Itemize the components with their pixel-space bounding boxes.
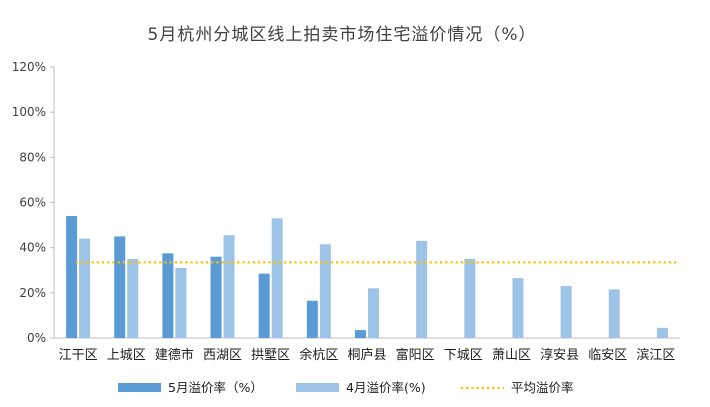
bar-april (608, 289, 620, 338)
bars (66, 216, 668, 338)
y-tick-label: 60% (19, 196, 46, 210)
category-label: 桐庐县 (347, 348, 386, 363)
bar-may (306, 300, 318, 338)
bar-april (223, 235, 235, 338)
legend: 5月溢价率（%） 4月溢价率(%) 平均溢价率 (118, 380, 574, 395)
category-label: 富阳区 (396, 347, 435, 363)
bar-may (210, 256, 222, 338)
bar-april (127, 258, 139, 338)
bar-april (368, 288, 379, 338)
y-tick-label: 100% (12, 105, 46, 119)
y-tick-label: 80% (19, 150, 46, 164)
legend-label-may: 5月溢价率（%） (168, 380, 263, 395)
bar-april (416, 240, 428, 338)
y-tick-label: 20% (19, 286, 46, 300)
chart-title: 5月杭州分城区线上拍卖市场住宅溢价情况（%） (148, 25, 537, 45)
bar-april (512, 278, 524, 338)
category-label: 江干区 (59, 348, 98, 363)
legend-label-april: 4月溢价率(%) (346, 380, 426, 395)
category-label: 西湖区 (203, 348, 242, 363)
category-label: 建德市 (155, 347, 194, 363)
axes: 0% 20% 40% 60% 80% 100% 120% (12, 60, 680, 345)
y-tick-label: 0% (27, 331, 46, 345)
category-label: 滨江区 (636, 347, 675, 363)
category-label: 余杭区 (299, 347, 338, 363)
bar-may (258, 273, 270, 338)
bar-april (319, 244, 331, 338)
bar-may (66, 216, 78, 338)
legend-swatch-may (118, 383, 161, 392)
bar-april (175, 267, 187, 338)
y-tick-label: 120% (12, 60, 46, 74)
legend-swatch-april (296, 383, 339, 392)
legend-label-average: 平均溢价率 (511, 380, 574, 395)
category-label: 下城区 (444, 348, 483, 363)
category-label: 淳安县 (540, 347, 579, 363)
bar-april (656, 327, 668, 338)
category-label: 上城区 (107, 348, 146, 363)
category-label: 临安区 (588, 348, 627, 363)
bar-april (79, 238, 91, 338)
category-labels: 江干区 上城区 建德市 西湖区 拱墅区 余杭区 桐庐县 富阳区 下城区 萧山区 淳安县 临安区 滨江区 (59, 347, 676, 363)
bar-may (162, 253, 174, 338)
bar-may (114, 236, 126, 338)
bar-may (355, 330, 366, 338)
category-label: 萧山区 (492, 348, 531, 363)
bar-april (464, 258, 476, 338)
category-label: 拱墅区 (251, 348, 290, 363)
bar-april (560, 286, 572, 338)
bar-april (271, 218, 283, 338)
y-tick-label: 40% (19, 241, 46, 255)
